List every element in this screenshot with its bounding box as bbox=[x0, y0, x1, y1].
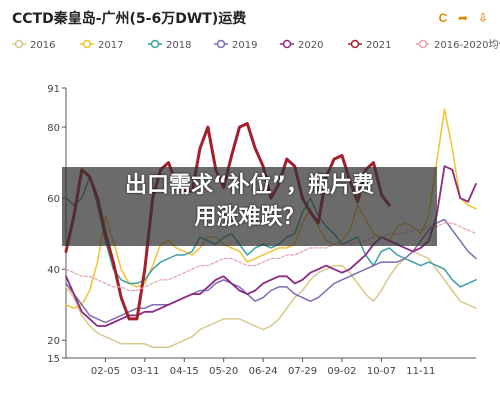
series-line[interactable] bbox=[65, 250, 477, 349]
headline: 出口需求“补位”，瓶片费 用涨难跌？ bbox=[62, 170, 437, 234]
legend-item[interactable]: 2017 bbox=[80, 39, 123, 51]
x-tick-label: 02-05 bbox=[91, 366, 120, 377]
y-tick-label: 15 bbox=[47, 354, 60, 365]
legend-marker bbox=[216, 39, 226, 49]
legend-marker bbox=[282, 39, 292, 49]
line-chart: 2016 2017 2018 2019 2020 2021 2016-2020均值 15 20 4… bbox=[12, 38, 500, 377]
legend-marker bbox=[150, 39, 160, 49]
toolbar: C ➦ ⇩ bbox=[436, 11, 490, 25]
legend: 2016 2017 2018 2019 2020 2021 2016-2020均值 bbox=[12, 38, 500, 51]
x-tick-label: 09-02 bbox=[327, 366, 356, 377]
x-tick-label: 03-11 bbox=[130, 366, 159, 377]
y-tick-label: 40 bbox=[47, 265, 60, 276]
series-line[interactable] bbox=[65, 218, 477, 324]
chart-title: CCTD秦皇岛-广州(5-6万DWT)运费 bbox=[12, 11, 247, 27]
chart-area: 2016 2017 2018 2019 2020 2021 2016-2020均值 15 20 4… bbox=[0, 36, 500, 414]
chart-header: CCTD秦皇岛-广州(5-6万DWT)运费 C ➦ ⇩ bbox=[0, 0, 500, 36]
legend-marker bbox=[418, 39, 428, 49]
x-tick-label: 04-15 bbox=[170, 366, 199, 377]
series-line[interactable] bbox=[65, 165, 477, 327]
legend-item[interactable]: 2016-2020均值 bbox=[416, 38, 500, 51]
headline-line-2: 用涨难跌？ bbox=[194, 205, 305, 230]
legend-item[interactable]: 2021 bbox=[348, 39, 391, 51]
x-tick-label: 07-29 bbox=[288, 366, 317, 377]
refresh-icon[interactable]: C bbox=[438, 11, 448, 25]
headline-line-1: 出口需求“补位”，瓶片费 bbox=[125, 173, 374, 198]
y-tick-label: 80 bbox=[47, 123, 60, 134]
axes: 15 20 40 60 80 91 02-05 03-11 04-15 05-20 06-24 07-… bbox=[47, 84, 476, 377]
legend-label: 2016-2020均值 bbox=[434, 38, 500, 51]
legend-label: 2018 bbox=[166, 40, 191, 51]
x-tick-label: 05-20 bbox=[209, 366, 238, 377]
legend-label: 2016 bbox=[30, 40, 55, 51]
legend-item[interactable]: 2019 bbox=[214, 39, 257, 51]
y-tick-label: 60 bbox=[47, 194, 60, 205]
x-tick-label: 11-11 bbox=[406, 366, 435, 377]
legend-marker bbox=[350, 39, 360, 49]
legend-item[interactable]: 2016 bbox=[12, 39, 55, 51]
legend-item[interactable]: 2018 bbox=[148, 39, 191, 51]
legend-marker bbox=[14, 39, 24, 49]
legend-label: 2020 bbox=[298, 40, 323, 51]
y-tick-label: 20 bbox=[47, 336, 60, 347]
legend-marker bbox=[82, 39, 92, 49]
y-tick-label: 91 bbox=[47, 84, 60, 95]
share-icon[interactable]: ➦ bbox=[457, 11, 469, 25]
legend-item[interactable]: 2020 bbox=[280, 39, 323, 51]
x-tick-label: 10-07 bbox=[367, 366, 396, 377]
x-tick-label: 06-24 bbox=[249, 366, 278, 377]
legend-label: 2021 bbox=[366, 40, 391, 51]
headline-overlay bbox=[62, 167, 437, 246]
series-line[interactable] bbox=[65, 176, 477, 288]
save-icon[interactable]: ⇩ bbox=[477, 11, 489, 25]
legend-label: 2017 bbox=[98, 40, 123, 51]
legend-label: 2019 bbox=[232, 40, 257, 51]
